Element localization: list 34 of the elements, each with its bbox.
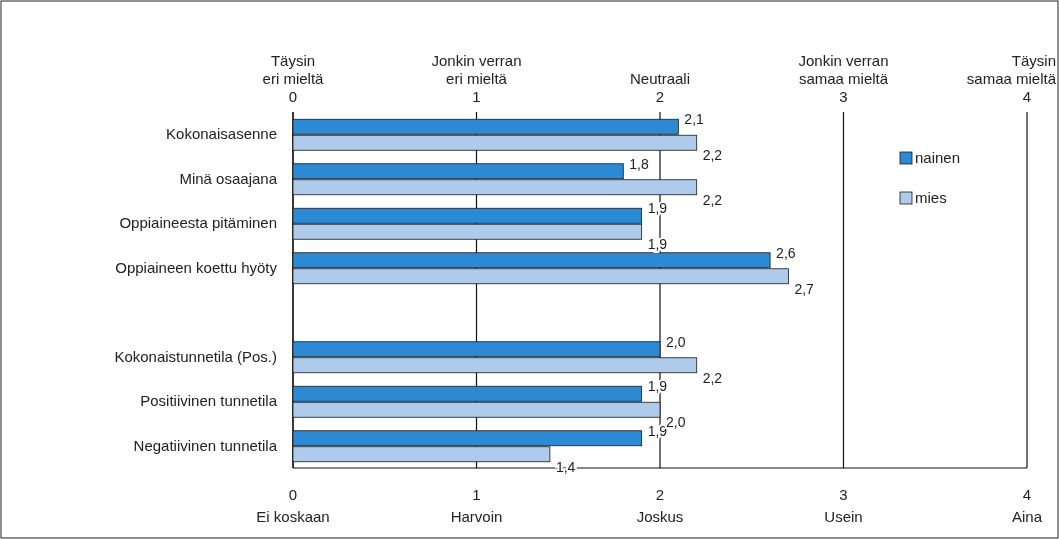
x-tick-label: 4 Aina xyxy=(1011,486,1043,525)
y-tick-label: Oppiaineen koettu hyöty xyxy=(115,258,278,276)
x2-tick-label: 1 xyxy=(472,88,481,105)
legend-label: mies xyxy=(915,189,947,206)
y-tick-label: Negatiivinen tunnetila xyxy=(133,436,278,454)
x2-tick-label: 3 xyxy=(839,88,848,105)
data-label: 1,8 xyxy=(629,155,649,172)
text: Jonkin verran samaa mieltä xyxy=(798,52,889,87)
y-tick-label: Oppiaineesta pitäminen xyxy=(119,214,277,232)
data-label: 2,6 xyxy=(776,244,796,261)
text: Jonkin verran eri mieltä xyxy=(431,52,522,87)
data-label: 2,0 xyxy=(666,333,686,350)
text: Täysin samaa mieltä xyxy=(966,52,1057,87)
data-label: 2,2 xyxy=(702,191,723,208)
data-label: 2,2 xyxy=(702,369,723,386)
y-tick-label: Positiivinen tunnetila xyxy=(140,392,278,410)
text: Neutraali xyxy=(629,70,691,87)
x2-tick-label: 2 xyxy=(655,88,665,105)
text: Täysin eri mieltä xyxy=(262,52,325,87)
data-label: 2,7 xyxy=(794,280,815,297)
data-label: 1,4 xyxy=(555,458,576,475)
y-tick-label: Kokonaistunnetila (Pos.) xyxy=(114,347,277,365)
data-label: 2,2 xyxy=(702,147,723,164)
data-label: 2,1 xyxy=(684,111,705,128)
y-tick-label: Kokonaisasenne xyxy=(166,125,277,143)
x2-tick-label: 4 xyxy=(1022,88,1032,105)
legend-label: nainen xyxy=(915,149,961,166)
x-tick-label: 3 Usein xyxy=(824,486,863,525)
x-tick-label: 0 Ei koskaan xyxy=(256,486,330,525)
y-tick-label: Minä osaajana xyxy=(179,169,278,187)
x2-tick-label: 0 xyxy=(288,88,298,105)
data-label: 2,0 xyxy=(666,414,686,431)
x-tick-label: 1 Harvoin xyxy=(450,486,503,525)
x-tick-label: 2 Joskus xyxy=(636,486,684,525)
